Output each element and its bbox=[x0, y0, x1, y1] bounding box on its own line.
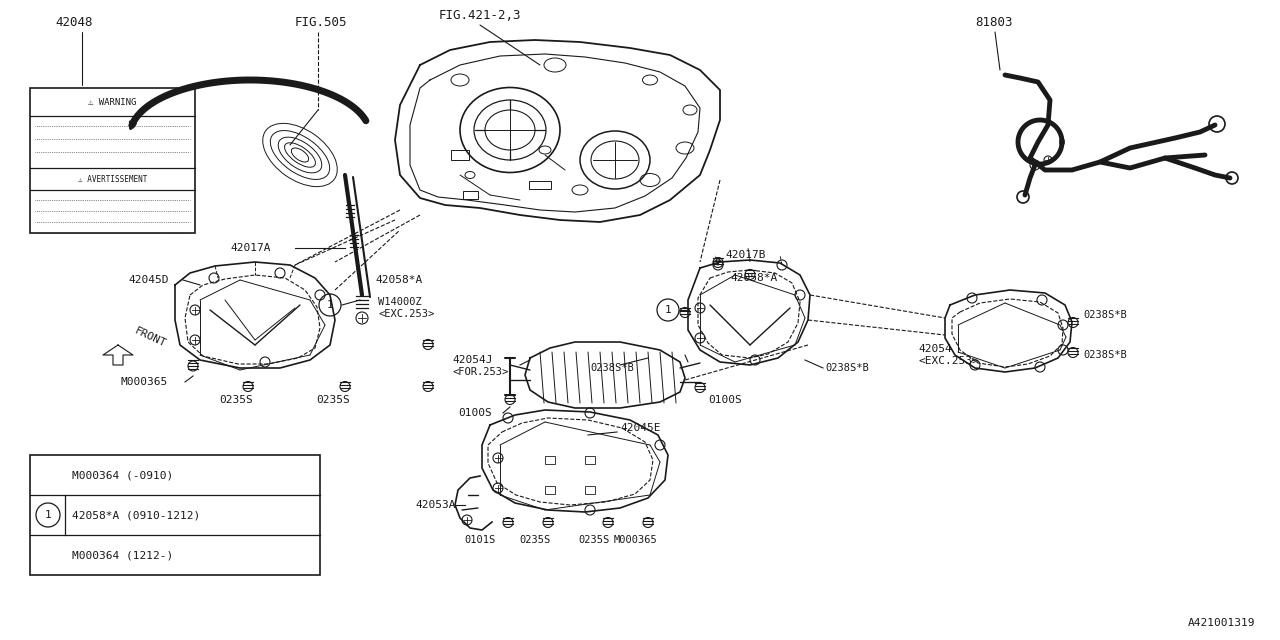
Text: 0238S*B: 0238S*B bbox=[1083, 310, 1126, 320]
Text: M000365: M000365 bbox=[120, 377, 168, 387]
Text: 1: 1 bbox=[326, 300, 333, 310]
Text: 42017A: 42017A bbox=[230, 243, 270, 253]
Text: 1: 1 bbox=[664, 305, 672, 315]
Text: 0235S: 0235S bbox=[579, 535, 609, 545]
Text: M000365: M000365 bbox=[613, 535, 657, 545]
Text: ⚠ WARNING: ⚠ WARNING bbox=[88, 97, 137, 106]
Text: 42058*A: 42058*A bbox=[730, 273, 777, 283]
Text: 0235S: 0235S bbox=[219, 395, 253, 405]
Text: 42048: 42048 bbox=[55, 15, 92, 29]
Text: 0100S: 0100S bbox=[458, 408, 492, 418]
Text: 42045D: 42045D bbox=[128, 275, 169, 285]
Text: 0235S: 0235S bbox=[316, 395, 349, 405]
Text: 42058*A: 42058*A bbox=[375, 275, 422, 285]
Text: W14000Z
<EXC.253>: W14000Z <EXC.253> bbox=[378, 297, 434, 319]
Text: M000364 (1212-): M000364 (1212-) bbox=[72, 550, 173, 560]
Text: 42053A: 42053A bbox=[415, 500, 456, 510]
Text: 0100S: 0100S bbox=[708, 395, 741, 405]
Text: FIG.505: FIG.505 bbox=[294, 15, 347, 29]
Text: 0101S: 0101S bbox=[465, 535, 495, 545]
Text: 0238S*B: 0238S*B bbox=[826, 363, 869, 373]
Text: M000364 (-0910): M000364 (-0910) bbox=[72, 470, 173, 480]
Text: 0238S*B: 0238S*B bbox=[590, 363, 634, 373]
Text: 0238S*B: 0238S*B bbox=[1083, 350, 1126, 360]
Text: 42058*A (0910-1212): 42058*A (0910-1212) bbox=[72, 510, 200, 520]
Text: FRONT: FRONT bbox=[133, 325, 168, 349]
Text: 42045E: 42045E bbox=[620, 423, 660, 433]
Text: 1: 1 bbox=[45, 510, 51, 520]
Text: FIG.421-2,3: FIG.421-2,3 bbox=[439, 8, 521, 22]
Text: 42054
<EXC.253>: 42054 <EXC.253> bbox=[918, 344, 979, 366]
Text: 42017B: 42017B bbox=[724, 250, 765, 260]
Text: A421001319: A421001319 bbox=[1188, 618, 1254, 628]
Text: ⚠ AVERTISSEMENT: ⚠ AVERTISSEMENT bbox=[78, 175, 147, 184]
Text: 42054J: 42054J bbox=[452, 355, 493, 365]
Text: 0235S: 0235S bbox=[520, 535, 550, 545]
Text: <FOR.253>: <FOR.253> bbox=[452, 367, 508, 377]
Text: 81803: 81803 bbox=[975, 15, 1012, 29]
